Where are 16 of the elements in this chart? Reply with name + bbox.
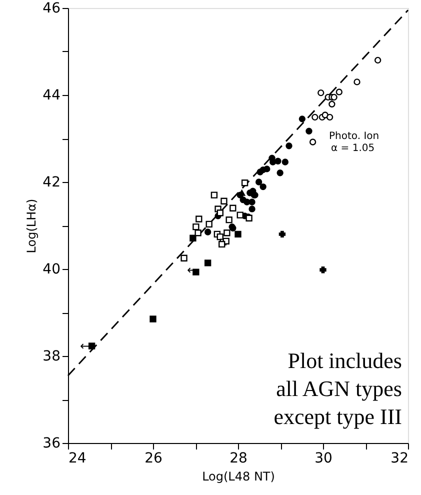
y-tick-label: 40 — [42, 262, 60, 278]
x-axis-title: Log(L48 NT) — [202, 470, 275, 484]
x-tick-label: 32 — [390, 450, 408, 466]
y-tick-label: 36 — [42, 436, 61, 452]
annotation: Plot includes all AGN types except type III — [274, 348, 402, 429]
x-tick-label: 28 — [230, 450, 248, 466]
y-tick-label: 46 — [42, 0, 61, 16]
x-tick-label: 24 — [68, 450, 86, 466]
annotation: α = 1.05 — [331, 143, 375, 154]
annotation: Photo. Ion — [329, 131, 380, 142]
y-axis-title: Log(LHα) — [24, 198, 39, 254]
y-tick-label: 42 — [42, 174, 60, 190]
y-tick-label: 38 — [42, 348, 60, 364]
x-tick-label: 26 — [144, 450, 162, 466]
x-tick-label: 30 — [314, 450, 332, 466]
y-tick-label: 44 — [42, 88, 61, 104]
